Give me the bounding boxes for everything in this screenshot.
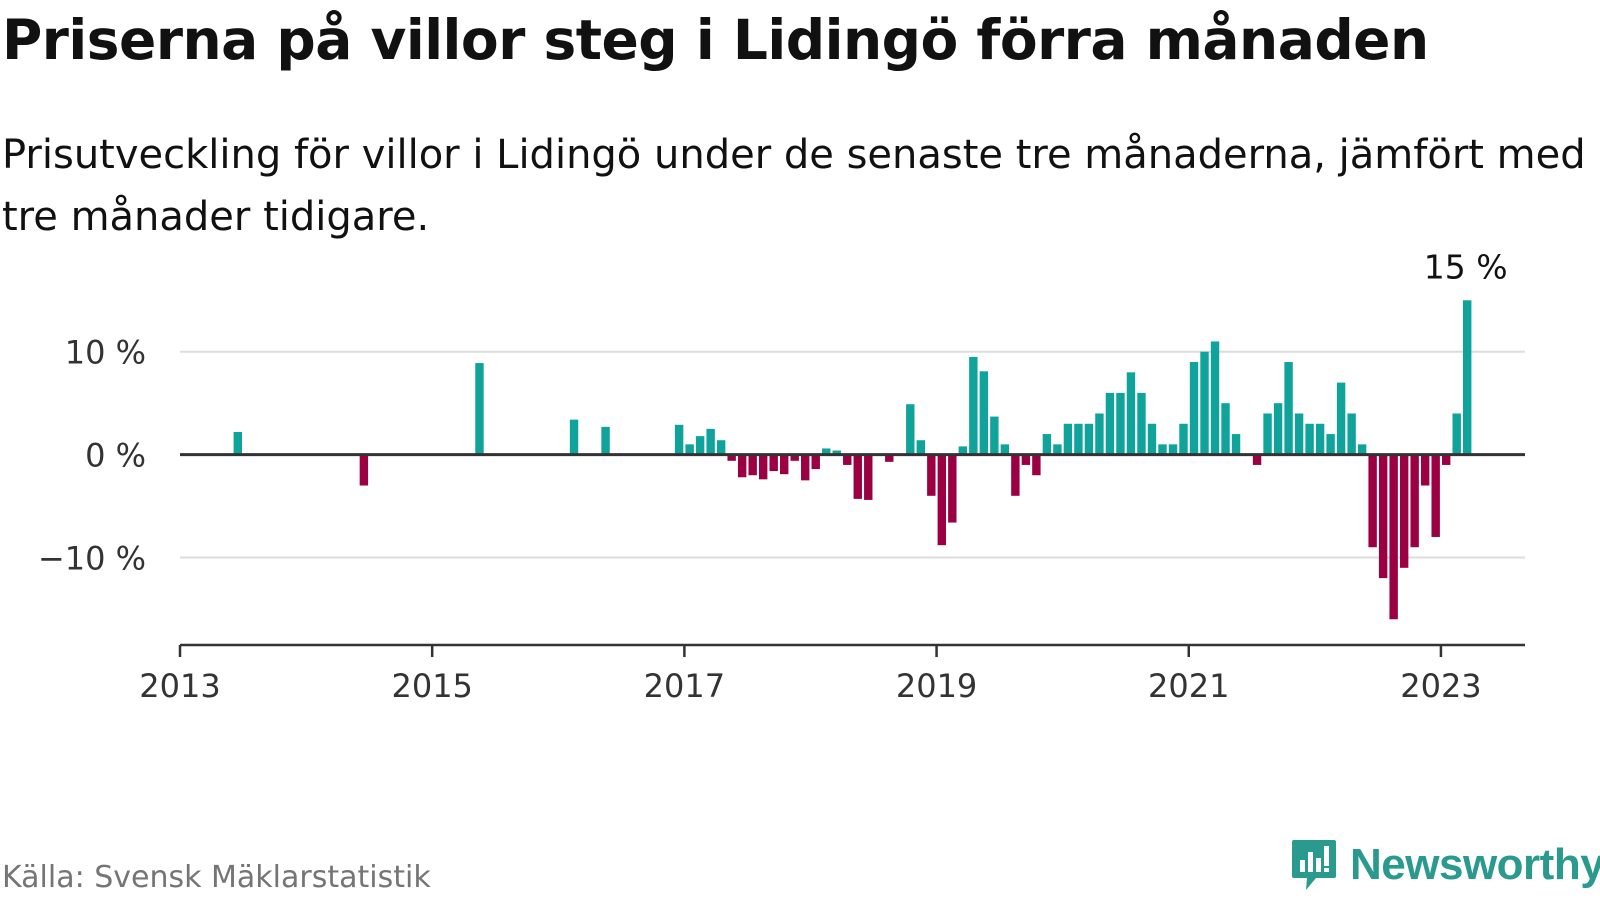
bar	[1336, 382, 1346, 455]
bar	[1021, 454, 1031, 465]
data-label: 15 %	[1424, 250, 1508, 286]
bar	[1000, 444, 1010, 455]
bar	[1158, 444, 1167, 455]
bar	[1389, 454, 1398, 620]
bar	[1326, 434, 1335, 455]
bar	[927, 454, 936, 496]
bar	[685, 444, 694, 455]
bar	[832, 450, 841, 455]
bar	[1200, 351, 1209, 455]
bar	[601, 426, 610, 455]
bar	[990, 416, 999, 455]
bar	[1105, 392, 1115, 455]
bar	[916, 440, 926, 455]
bar	[1147, 423, 1157, 455]
bar	[1252, 454, 1262, 465]
bar	[958, 446, 968, 455]
bar	[979, 371, 989, 455]
x-tick-label: 2017	[644, 667, 725, 705]
y-tick-label: −10 %	[38, 540, 146, 578]
bar	[758, 454, 768, 480]
bar	[1084, 423, 1094, 455]
bar	[1221, 403, 1230, 455]
bar	[1378, 454, 1388, 579]
bar	[937, 454, 947, 546]
bar	[706, 428, 715, 455]
brand-name: Newsworthy	[1350, 840, 1600, 889]
bar	[906, 404, 915, 455]
bar	[1315, 423, 1325, 455]
bar	[727, 454, 736, 461]
bar	[1463, 300, 1472, 455]
bar	[1189, 362, 1199, 455]
bar	[1431, 454, 1440, 537]
bar	[843, 454, 852, 465]
bar	[1368, 454, 1377, 548]
bar	[1284, 362, 1293, 455]
axis-labels: 10 % 0 % −10 % 2013 2015 2017 2019 2021 2023 15 %	[38, 250, 1508, 705]
bar	[233, 432, 242, 455]
newsworthy-logo: Newsworthy	[1290, 838, 1600, 892]
x-tick-label: 2023	[1400, 667, 1481, 705]
bar	[1452, 413, 1461, 455]
bar	[780, 454, 789, 475]
bar	[864, 454, 873, 500]
bar	[1168, 444, 1178, 455]
bar	[1305, 423, 1314, 455]
gridlines	[180, 350, 1525, 559]
axes	[178, 453, 1525, 657]
bar	[1074, 423, 1083, 455]
bar	[1357, 444, 1367, 455]
bar	[1116, 392, 1125, 455]
chart-subtitle: Prisutveckling för villor i Lidingö unde…	[2, 132, 1586, 240]
bar	[1441, 454, 1451, 465]
y-tick-label: 10 %	[65, 334, 146, 372]
bar	[475, 363, 484, 455]
bar	[1410, 454, 1419, 548]
bar	[1011, 454, 1020, 496]
bar	[790, 454, 799, 461]
bar	[969, 356, 978, 455]
bar	[737, 454, 747, 478]
x-tick-label: 2019	[896, 667, 977, 705]
bar	[359, 454, 369, 486]
bar	[769, 454, 778, 472]
bar	[801, 454, 810, 481]
bar	[748, 454, 757, 476]
bar	[1095, 413, 1104, 455]
bar	[716, 440, 726, 455]
bar	[1294, 413, 1304, 455]
bar	[1137, 392, 1146, 455]
chart-title: Priserna på villor steg i Lidingö förra …	[2, 8, 1429, 72]
bars	[233, 300, 1472, 620]
bar	[569, 419, 579, 455]
bar	[1263, 413, 1272, 455]
bar-chart-speech-bubble-icon	[1292, 840, 1336, 890]
bar	[1399, 454, 1409, 568]
x-tick-label: 2021	[1148, 667, 1229, 705]
x-tick-label: 2015	[391, 667, 472, 705]
bar	[674, 424, 684, 455]
bar	[1032, 454, 1041, 476]
bar	[948, 454, 957, 523]
bar	[1210, 341, 1220, 455]
bar	[1420, 454, 1430, 486]
bar	[822, 448, 831, 455]
source-note: Källa: Svensk Mäklarstatistik	[2, 860, 431, 895]
bar	[1273, 403, 1283, 455]
bar-chart: 10 % 0 % −10 % 2013 2015 2017 2019 2021 2023 15 %	[38, 250, 1525, 705]
bar	[811, 454, 820, 470]
bar	[1347, 413, 1356, 455]
bar	[1126, 372, 1136, 455]
bar	[885, 454, 894, 462]
bar	[853, 454, 862, 499]
bar	[1053, 444, 1062, 455]
bar	[695, 436, 705, 455]
y-tick-label: 0 %	[85, 437, 146, 475]
bar	[1231, 434, 1241, 455]
bar	[1179, 423, 1188, 455]
bar	[1063, 423, 1073, 455]
bar	[1042, 434, 1052, 455]
x-tick-label: 2013	[139, 667, 220, 705]
